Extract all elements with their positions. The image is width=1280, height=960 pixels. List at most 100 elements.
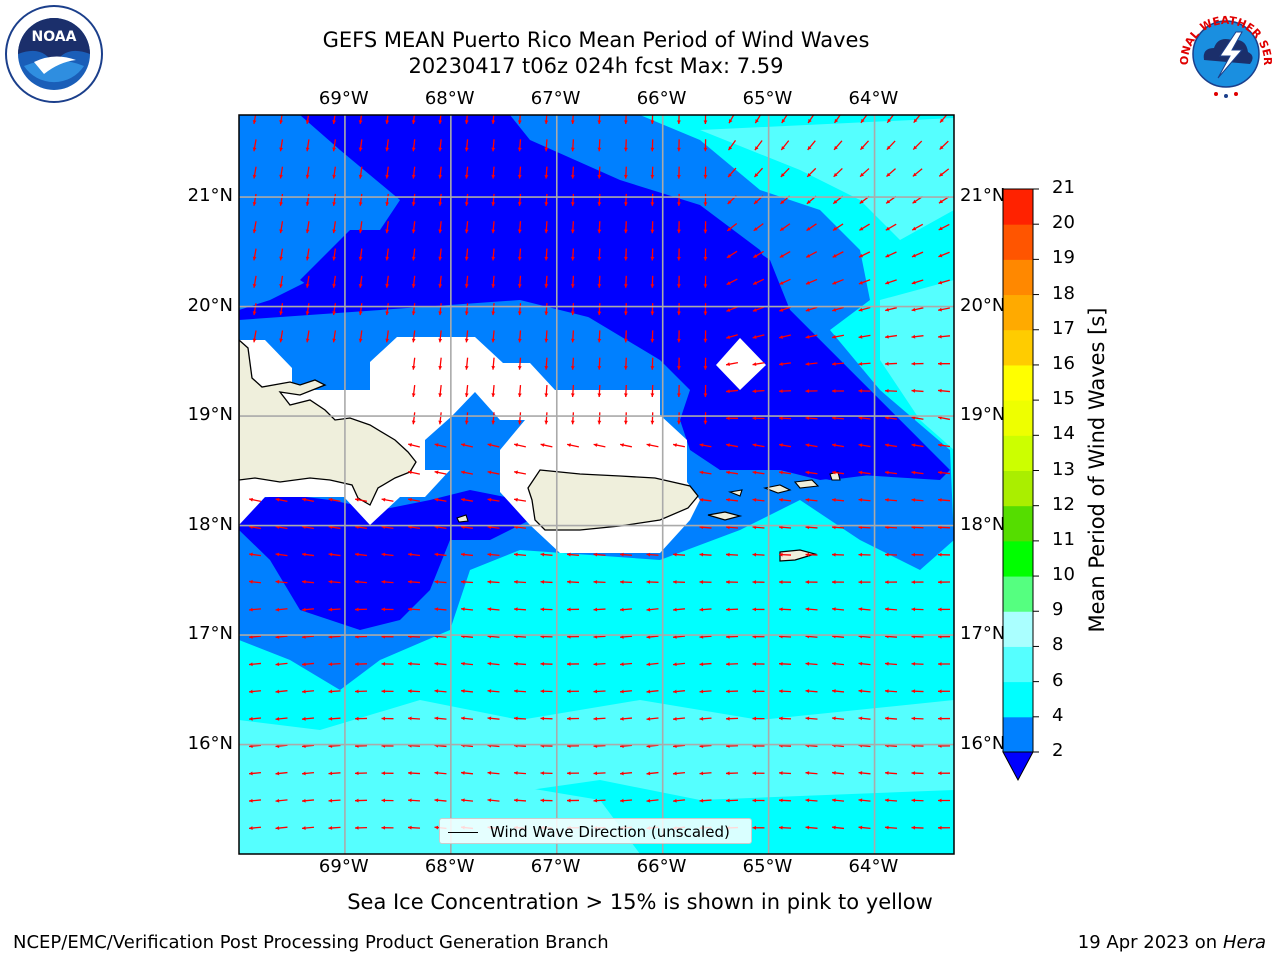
lon-label: 66°W: [636, 88, 687, 109]
wave-direction-arrow: [460, 661, 474, 666]
wave-direction-arrow: [650, 357, 655, 370]
wave-direction-arrow: [725, 716, 739, 721]
wave-direction-arrow: [858, 825, 871, 830]
wave-direction-arrow: [805, 798, 818, 803]
lat-label-right: 18°N: [960, 513, 1006, 535]
wave-direction-arrow: [305, 193, 310, 206]
wave-direction-arrow: [937, 662, 951, 666]
wave-direction-arrow: [566, 771, 580, 776]
virgin-islands: [727, 471, 841, 497]
lat-label-left: 18°N: [187, 513, 233, 535]
wave-direction-arrow: [752, 470, 765, 475]
wave-direction-arrow: [619, 689, 633, 694]
wave-direction-arrow: [726, 306, 738, 312]
wave-direction-arrow: [805, 470, 818, 475]
lat-label-right: 21°N: [960, 185, 1006, 207]
wave-direction-arrow: [570, 193, 575, 206]
wave-direction-arrow: [252, 221, 257, 234]
lat-label-left: 17°N: [187, 623, 233, 645]
wave-direction-arrow: [911, 334, 924, 339]
colorbar-segment: [1003, 435, 1033, 471]
wave-direction-arrow: [859, 168, 870, 178]
wave-direction-arrow: [438, 221, 443, 234]
wave-direction-arrow: [805, 416, 818, 421]
wave-direction-arrow: [487, 443, 500, 448]
wave-direction-arrow: [513, 470, 527, 475]
wave-direction-arrow: [593, 798, 606, 803]
wave-direction-arrow: [937, 361, 951, 366]
wave-direction-arrow: [938, 223, 950, 231]
wave-direction-arrow: [593, 634, 606, 639]
wave-direction-arrow: [381, 771, 394, 776]
wave-direction-arrow: [464, 166, 469, 179]
wave-direction-arrow: [911, 470, 924, 475]
wave-direction-arrow: [699, 552, 712, 557]
wave-direction-arrow: [434, 798, 447, 803]
wave-direction-arrow: [885, 223, 897, 231]
wave-direction-arrow: [385, 330, 390, 343]
wave-direction-arrow: [438, 193, 443, 206]
wave-direction-arrow: [884, 825, 898, 830]
wave-direction-arrow: [725, 798, 739, 803]
wave-direction-arrow: [407, 497, 421, 502]
wave-direction-arrow: [805, 498, 818, 502]
wave-direction-arrow: [646, 635, 659, 639]
wave-direction-arrow: [491, 193, 496, 206]
wave-direction-arrow: [544, 384, 549, 398]
wave-direction-arrow: [407, 825, 421, 830]
wave-direction-arrow: [619, 635, 633, 639]
wave-direction-arrow: [699, 497, 712, 502]
wave-direction-arrow: [358, 193, 363, 206]
wave-direction-arrow: [805, 825, 818, 830]
wave-direction-arrow: [831, 525, 845, 530]
wave-direction-arrow: [487, 497, 500, 502]
wave-direction-arrow: [248, 662, 262, 667]
lon-label: 65°W: [742, 856, 793, 877]
wave-direction-arrow: [833, 140, 843, 151]
wave-direction-arrow: [464, 384, 469, 398]
wave-direction-arrow: [858, 416, 871, 420]
wave-direction-arrow: [885, 307, 897, 312]
wave-direction-arrow: [354, 689, 368, 694]
wave-direction-arrow: [434, 689, 447, 693]
wave-direction-arrow: [248, 771, 262, 776]
wave-direction-arrow: [703, 193, 708, 206]
wave-direction-arrow: [332, 139, 337, 152]
wave-direction-arrow: [332, 166, 337, 179]
wave-direction-arrow: [884, 498, 898, 502]
wave-direction-arrow: [672, 689, 686, 694]
wave-direction-arrow: [328, 689, 341, 694]
wave-direction-arrow: [544, 139, 549, 152]
wave-direction-arrow: [805, 689, 818, 693]
wave-direction-arrow: [407, 689, 421, 694]
wave-direction-arrow: [725, 361, 739, 367]
wave-direction-arrow: [911, 415, 924, 420]
wave-direction-arrow: [619, 771, 633, 776]
wave-direction-arrow: [778, 825, 792, 830]
wave-direction-arrow: [252, 166, 257, 179]
wave-direction-arrow: [779, 334, 791, 339]
wave-direction-arrow: [650, 193, 655, 206]
wave-direction-arrow: [358, 330, 363, 343]
wave-direction-arrow: [938, 168, 950, 177]
wave-direction-arrow: [699, 580, 712, 584]
wave-direction-arrow: [385, 275, 390, 288]
wave-direction-arrow: [597, 384, 602, 398]
wave-direction-arrow: [779, 250, 791, 259]
wave-direction-arrow: [381, 552, 394, 557]
wave-direction-arrow: [358, 166, 363, 179]
credit-line: NCEP/EMC/Verification Post Processing Pr…: [13, 932, 609, 953]
wave-direction-arrow: [279, 275, 284, 288]
wave-direction-arrow: [597, 412, 602, 425]
wave-direction-arrow: [937, 525, 951, 530]
wave-direction-arrow: [301, 552, 315, 557]
wave-direction-arrow: [699, 798, 712, 803]
colorbar-tick-label: 4: [1052, 704, 1064, 726]
wave-direction-arrow: [593, 607, 606, 612]
wave-direction-arrow: [884, 334, 898, 339]
colorbar-segment: [1003, 505, 1033, 542]
wave-direction-arrow: [438, 139, 443, 152]
wave-direction-arrow: [646, 798, 659, 803]
wave-direction-arrow: [275, 635, 288, 639]
wave-direction-arrow: [248, 689, 262, 694]
